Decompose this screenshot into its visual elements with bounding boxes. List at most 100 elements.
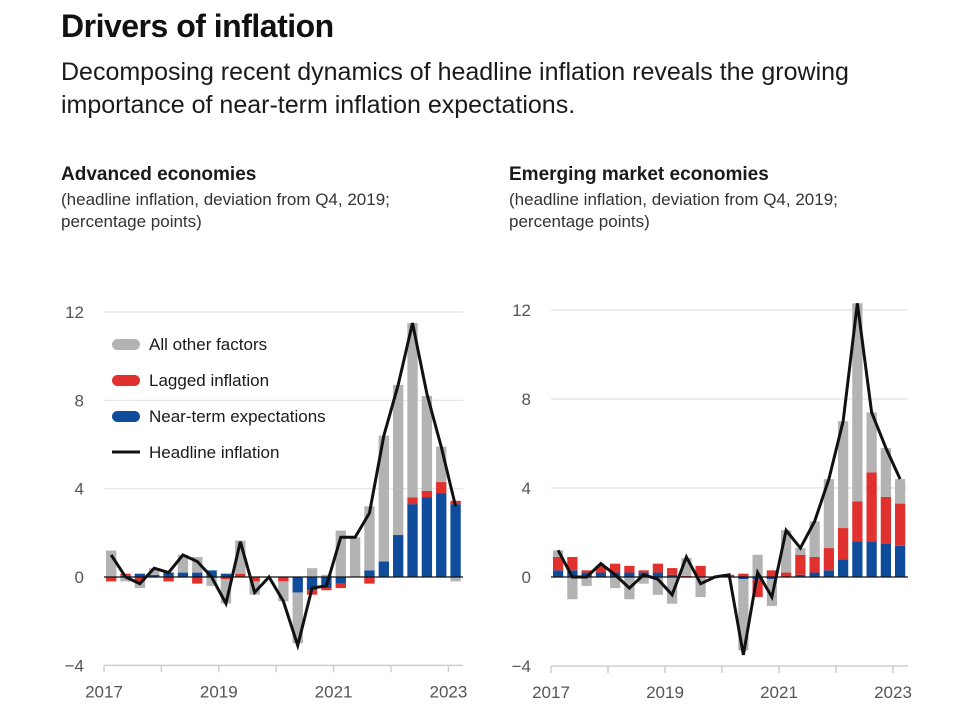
bar-lagged-inflation xyxy=(852,501,863,542)
bar-near-term-expectations xyxy=(595,572,607,577)
bar-lagged-inflation xyxy=(407,497,418,505)
legend-item-lagged-inflation: Lagged inflation xyxy=(112,371,269,390)
bar-near-term-expectations xyxy=(407,504,418,577)
legend-item-all-other-factors: All other factors xyxy=(112,335,267,354)
bar-near-term-expectations xyxy=(378,561,389,577)
bar-all-other-factors xyxy=(795,548,806,555)
bar-all-other-factors xyxy=(894,479,906,504)
bar-lagged-inflation xyxy=(235,573,246,577)
legend-item-near-term-expectations: Near-term expectations xyxy=(112,407,326,426)
bar-all-other-factors xyxy=(652,577,664,595)
x-tick-label: 2021 xyxy=(760,683,798,702)
bar-lagged-inflation xyxy=(809,556,820,573)
bar-near-term-expectations xyxy=(364,570,375,577)
bar-near-term-expectations xyxy=(766,577,778,580)
bar-lagged-inflation xyxy=(595,565,607,573)
bar-near-term-expectations xyxy=(436,493,447,577)
y-tick-label: 4 xyxy=(522,479,531,498)
bar-all-other-factors xyxy=(321,574,332,577)
bar-near-term-expectations xyxy=(894,545,906,577)
y-tick-label: 8 xyxy=(75,391,84,410)
bar-lagged-inflation xyxy=(163,577,174,582)
bar-near-term-expectations xyxy=(624,572,635,577)
bar-near-term-expectations xyxy=(134,573,146,577)
bar-lagged-inflation xyxy=(220,577,232,580)
bar-all-other-factors xyxy=(349,537,361,577)
y-tick-label: 4 xyxy=(75,480,84,499)
bar-near-term-expectations xyxy=(206,570,217,577)
bar-near-term-expectations xyxy=(852,541,863,577)
x-tick-label: 2019 xyxy=(646,683,684,702)
bar-lagged-inflation xyxy=(249,577,260,582)
bar-near-term-expectations xyxy=(450,504,461,577)
bar-near-term-expectations xyxy=(795,574,806,577)
bar-lagged-inflation xyxy=(106,577,117,582)
bar-lagged-inflation xyxy=(638,570,649,573)
bar-lagged-inflation xyxy=(766,570,778,577)
bar-lagged-inflation xyxy=(795,554,806,575)
bar-all-other-factors xyxy=(752,554,763,577)
bar-near-term-expectations xyxy=(666,574,678,577)
bar-all-other-factors xyxy=(393,384,404,536)
bar-near-term-expectations xyxy=(738,577,749,580)
bar-lagged-inflation xyxy=(738,573,749,577)
bar-all-other-factors xyxy=(436,446,447,483)
bar-all-other-factors xyxy=(192,557,203,573)
bar-all-other-factors xyxy=(149,568,160,575)
legend-swatch xyxy=(112,411,140,422)
bar-lagged-inflation xyxy=(880,496,892,544)
x-tick-label: 2017 xyxy=(85,682,123,701)
bar-near-term-expectations xyxy=(823,570,835,577)
bar-all-other-factors xyxy=(567,577,578,600)
bar-near-term-expectations xyxy=(163,572,174,577)
bar-all-other-factors xyxy=(581,577,592,586)
x-tick-label: 2023 xyxy=(874,683,912,702)
bar-lagged-inflation xyxy=(866,472,877,542)
bar-lagged-inflation xyxy=(552,556,564,571)
panel-header-emerging: Emerging market economies (headline infl… xyxy=(509,164,889,233)
bar-all-other-factors xyxy=(609,577,621,589)
bar-all-other-factors xyxy=(335,530,346,577)
bar-all-other-factors xyxy=(852,303,863,502)
bar-all-other-factors xyxy=(120,577,131,582)
legend-label: Headline inflation xyxy=(149,443,279,462)
bar-lagged-inflation xyxy=(652,563,664,573)
panel-header-advanced: Advanced economies (headline inflation, … xyxy=(61,164,441,233)
y-tick-label: 0 xyxy=(75,568,84,587)
bar-all-other-factors xyxy=(306,568,318,577)
bar-near-term-expectations xyxy=(809,572,820,577)
bar-all-other-factors xyxy=(278,581,289,602)
bar-near-term-expectations xyxy=(866,541,877,577)
bar-near-term-expectations xyxy=(192,572,203,577)
bar-all-other-factors xyxy=(695,577,706,598)
bar-near-term-expectations xyxy=(177,572,189,577)
y-tick-label: −4 xyxy=(65,656,84,675)
bar-all-other-factors xyxy=(407,323,418,498)
bar-all-other-factors xyxy=(220,579,232,604)
bar-lagged-inflation xyxy=(780,572,792,577)
bar-lagged-inflation xyxy=(581,570,592,573)
bar-lagged-inflation xyxy=(609,563,621,573)
page-title: Drivers of inflation xyxy=(61,8,334,44)
bar-lagged-inflation xyxy=(192,577,203,584)
y-tick-label: 8 xyxy=(522,390,531,409)
bar-near-term-expectations xyxy=(149,574,160,577)
bar-lagged-inflation xyxy=(695,565,706,577)
y-tick-label: 12 xyxy=(65,303,84,322)
bar-all-other-factors xyxy=(780,530,792,573)
bar-lagged-inflation xyxy=(321,588,332,591)
y-tick-label: −4 xyxy=(512,657,531,676)
panel-note-advanced: (headline inflation, deviation from Q4, … xyxy=(61,190,390,231)
bar-near-term-expectations xyxy=(552,570,564,577)
bar-lagged-inflation xyxy=(421,490,433,498)
bar-lagged-inflation xyxy=(134,577,146,582)
bar-near-term-expectations xyxy=(581,572,592,577)
x-tick-label: 2017 xyxy=(532,683,570,702)
bar-all-other-factors xyxy=(421,395,433,491)
legend-swatch xyxy=(112,339,140,350)
bar-all-other-factors xyxy=(809,521,820,557)
bar-lagged-inflation xyxy=(837,528,849,560)
bar-lagged-inflation xyxy=(752,579,763,598)
